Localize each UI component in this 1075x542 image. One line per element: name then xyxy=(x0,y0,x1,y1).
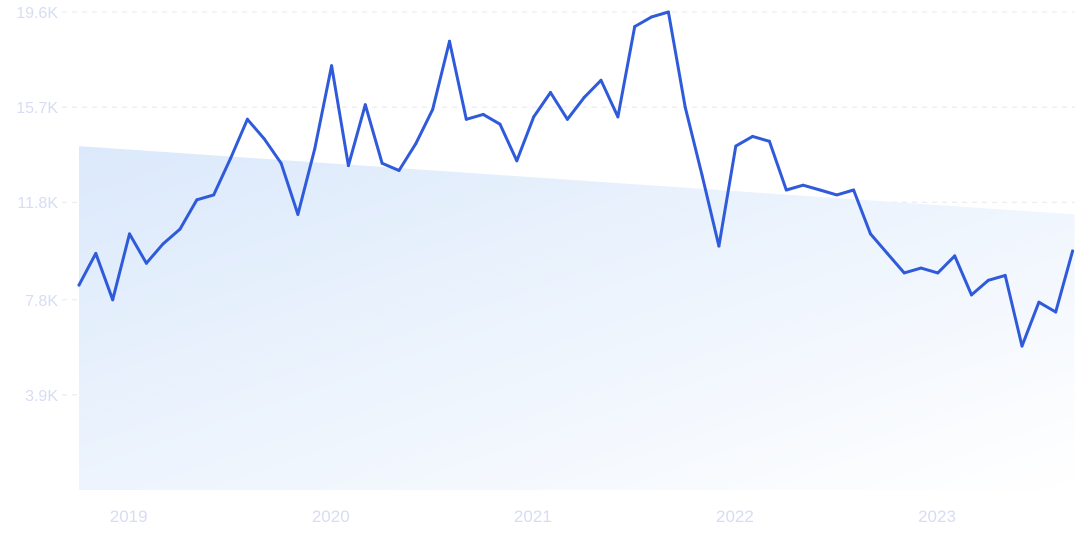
data-point xyxy=(919,266,923,270)
trend-area-fill xyxy=(79,146,1075,490)
data-point xyxy=(582,95,586,99)
data-point xyxy=(515,159,519,163)
data-point xyxy=(835,193,839,197)
y-axis-ticks: 3.9K 7.8K 11.8K 15.7K 19.6K xyxy=(16,5,58,405)
trend-area xyxy=(79,146,1075,490)
data-point xyxy=(296,212,300,216)
data-point xyxy=(229,156,233,160)
series-line-group xyxy=(77,10,1075,348)
data-point xyxy=(346,164,350,168)
data-point xyxy=(397,169,401,172)
data-point xyxy=(1054,310,1058,314)
data-point xyxy=(650,15,654,19)
data-point xyxy=(1037,300,1041,304)
data-point xyxy=(936,271,940,275)
data-point xyxy=(784,188,788,192)
data-point xyxy=(481,112,485,116)
data-point xyxy=(599,78,603,82)
data-point xyxy=(801,183,805,187)
data-point xyxy=(363,103,367,107)
data-point xyxy=(144,261,148,265)
data-point xyxy=(565,117,569,121)
data-point xyxy=(212,193,216,197)
data-point xyxy=(818,188,822,192)
data-point xyxy=(195,198,199,202)
data-point xyxy=(970,293,973,297)
data-point xyxy=(94,251,98,255)
x-axis-ticks: 2019 2020 2021 2022 2023 xyxy=(110,507,956,526)
data-point xyxy=(1020,344,1024,348)
data-point xyxy=(717,244,721,248)
data-point xyxy=(464,117,468,121)
data-point xyxy=(313,147,317,151)
data-point xyxy=(414,142,418,146)
data-point xyxy=(683,105,687,109)
data-point xyxy=(549,91,552,94)
data-point xyxy=(1071,249,1075,253)
data-point xyxy=(448,39,451,43)
y-tick-label: 19.6K xyxy=(16,5,58,22)
x-tick-label: 2021 xyxy=(514,507,552,526)
series-line xyxy=(77,10,1075,348)
data-point xyxy=(1003,273,1007,277)
data-point xyxy=(902,271,906,275)
data-point xyxy=(953,254,957,258)
data-point xyxy=(245,117,249,121)
data-point xyxy=(734,144,738,148)
y-tick-label: 15.7K xyxy=(16,100,58,117)
data-point xyxy=(633,25,637,29)
data-point xyxy=(128,232,131,236)
y-tick-label: 3.9K xyxy=(25,388,58,405)
data-point xyxy=(986,278,990,282)
data-point xyxy=(330,64,334,68)
y-tick-label: 7.8K xyxy=(25,293,58,310)
data-point xyxy=(498,122,502,126)
data-point xyxy=(616,115,620,119)
data-point xyxy=(431,108,435,112)
data-point xyxy=(767,139,771,143)
data-point xyxy=(279,161,283,165)
data-point xyxy=(161,242,165,246)
data-point xyxy=(751,134,755,138)
x-tick-label: 2022 xyxy=(716,507,754,526)
data-point xyxy=(380,161,384,165)
data-point xyxy=(77,283,81,287)
data-point xyxy=(666,10,670,14)
data-point xyxy=(700,173,704,177)
data-point xyxy=(262,137,266,141)
data-point xyxy=(869,232,872,236)
x-tick-label: 2019 xyxy=(110,507,148,526)
data-point xyxy=(852,188,856,192)
x-tick-label: 2020 xyxy=(312,507,350,526)
data-point xyxy=(885,251,889,255)
data-point xyxy=(111,298,115,302)
x-tick-label: 2023 xyxy=(918,507,956,526)
y-tick-label: 11.8K xyxy=(17,195,58,212)
data-point xyxy=(532,115,536,119)
data-point xyxy=(178,227,182,231)
